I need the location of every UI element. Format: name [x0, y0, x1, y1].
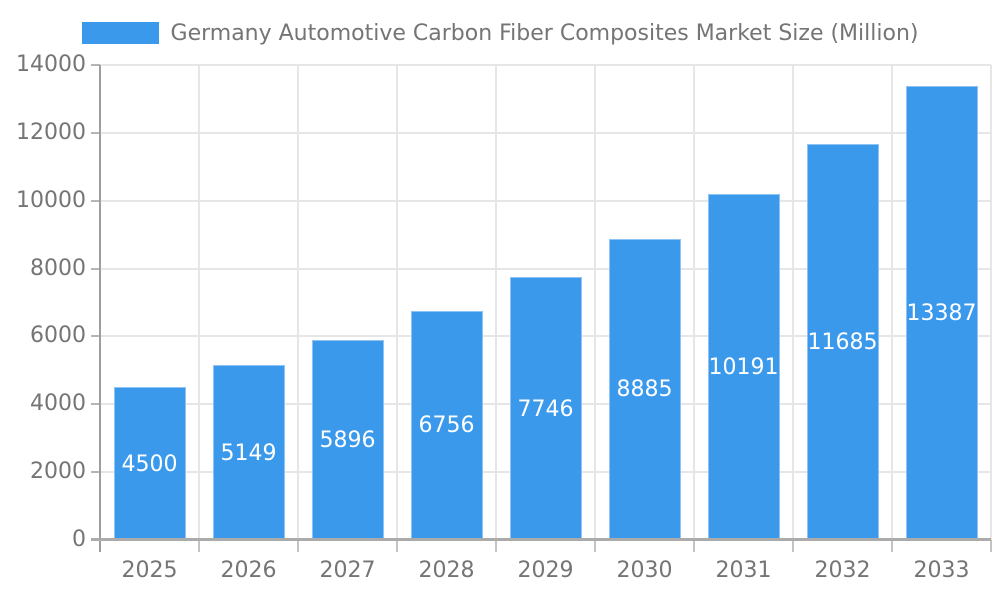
bar-value-label: 6756: [418, 413, 475, 439]
x-tick-label: 2033: [913, 558, 970, 583]
x-axis-tick: [594, 540, 596, 552]
x-tick-label: 2030: [616, 558, 673, 583]
x-tick-label: 2029: [517, 558, 574, 583]
h-gridline: [100, 267, 991, 270]
y-tick-label: 10000: [16, 187, 86, 213]
y-axis-line: [99, 65, 101, 552]
bar-value-label: 5896: [319, 427, 376, 453]
x-tick-label: 2027: [319, 558, 376, 583]
x-axis-tick: [297, 540, 299, 552]
v-gridline: [495, 65, 497, 540]
y-tick-label: 0: [72, 527, 86, 552]
h-gridline: [100, 64, 991, 66]
x-axis-tick: [990, 540, 992, 552]
x-tick-label: 2031: [715, 558, 772, 583]
bar-value-label: 13387: [906, 300, 977, 326]
y-tick-label: 6000: [30, 323, 86, 349]
x-axis-tick: [396, 540, 398, 552]
bar-2027[interactable]: 5896: [311, 339, 384, 540]
bar-value-label: 10191: [708, 355, 779, 381]
x-axis-tick: [792, 540, 794, 552]
x-tick-label: 2032: [814, 558, 871, 583]
bar-2031[interactable]: 10191: [707, 194, 780, 540]
x-axis-tick: [891, 540, 893, 552]
bar-2033[interactable]: 13387: [905, 85, 978, 540]
bar-2028[interactable]: 6756: [410, 310, 483, 540]
v-gridline: [297, 65, 299, 540]
x-tick-label: 2025: [121, 558, 178, 583]
bar-value-label: 4500: [121, 451, 178, 477]
bar-2025[interactable]: 4500: [113, 387, 186, 540]
x-axis-tick: [495, 540, 497, 552]
plot-area: 4500 5149 5896 6756 7746 8885 10191 11685 13387: [91, 64, 992, 552]
y-axis-tick: [91, 131, 100, 134]
y-axis-tick: [91, 471, 100, 474]
y-tick-label: 12000: [16, 119, 86, 145]
x-tick-label: 2028: [418, 558, 475, 583]
bar-value-label: 5149: [220, 440, 277, 466]
bar-2029[interactable]: 7746: [509, 277, 582, 540]
legend-label: Germany Automotive Carbon Fiber Composit…: [170, 20, 919, 46]
y-tick-label: 14000: [16, 52, 86, 77]
bar-value-label: 7746: [517, 396, 574, 422]
v-gridline: [891, 65, 893, 540]
y-tick-label: 2000: [30, 459, 86, 485]
v-gridline: [396, 65, 398, 540]
y-axis-tick: [91, 335, 100, 338]
y-axis-tick: [91, 267, 100, 270]
y-axis-tick: [91, 199, 100, 202]
bar-value-label: 8885: [616, 377, 673, 403]
y-tick-label: 8000: [30, 255, 86, 281]
bar-value-label: 11685: [807, 329, 878, 355]
x-axis-line: [91, 538, 991, 541]
bar-2026[interactable]: 5149: [212, 365, 285, 540]
x-tick-label: 2026: [220, 558, 277, 583]
y-tick-label: 4000: [30, 391, 86, 417]
legend[interactable]: Germany Automotive Carbon Fiber Composit…: [0, 18, 1000, 48]
v-gridline: [594, 65, 596, 540]
v-gridline: [990, 65, 992, 540]
bar-2030[interactable]: 8885: [608, 238, 681, 540]
v-gridline: [198, 65, 200, 540]
y-axis-tick: [91, 403, 100, 406]
y-axis-tick: [91, 64, 100, 66]
v-gridline: [792, 65, 794, 540]
x-axis-tick: [693, 540, 695, 552]
h-gridline: [100, 199, 991, 202]
h-gridline: [100, 131, 991, 134]
bar-2032[interactable]: 11685: [806, 143, 879, 540]
v-gridline: [693, 65, 695, 540]
x-axis-tick: [198, 540, 200, 552]
legend-swatch: [81, 22, 159, 44]
